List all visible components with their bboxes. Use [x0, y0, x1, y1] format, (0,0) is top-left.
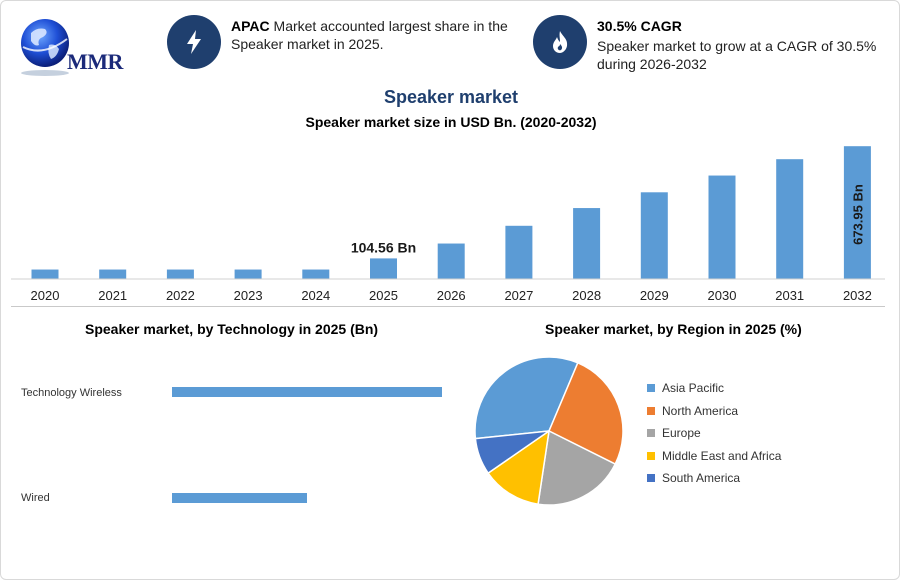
lightning-icon	[167, 15, 221, 69]
info-cagr-bold: 30.5% CAGR	[597, 18, 682, 34]
info-apac: APAC Market accounted largest share in t…	[231, 17, 521, 53]
info-cagr: 30.5% CAGR Speaker market to grow at a C…	[597, 17, 887, 73]
legend-label: Asia Pacific	[662, 381, 725, 396]
data-label-2032: 673.95 Bn	[850, 184, 865, 245]
globe-icon	[21, 19, 69, 76]
x-tick-2025: 2025	[369, 288, 398, 303]
technology-title: Speaker market, by Technology in 2025 (B…	[85, 321, 379, 337]
region-legend: Asia Pacific North America Europe Middle Ea…	[647, 377, 781, 490]
legend-label: Middle East and Africa	[662, 448, 782, 463]
bar-2026	[437, 243, 465, 279]
bar-2029	[640, 192, 668, 279]
legend-item-south-america: South America	[647, 467, 781, 490]
legend-swatch	[647, 429, 655, 438]
pie-slice-asia-pacific	[474, 356, 579, 440]
bar-2032	[843, 146, 871, 279]
x-tick-2028: 2028	[572, 288, 601, 303]
x-tick-2020: 2020	[31, 288, 60, 303]
bar-2025	[370, 258, 397, 279]
legend-item-asia-pacific: Asia Pacific	[647, 377, 781, 400]
x-tick-2026: 2026	[437, 288, 466, 303]
x-tick-2029: 2029	[640, 288, 669, 303]
x-tick-2024: 2024	[301, 288, 330, 303]
legend-swatch	[647, 451, 655, 460]
bar-2027	[505, 225, 533, 279]
x-tick-2023: 2023	[234, 288, 263, 303]
legend-item-middle-east-and-africa: Middle East and Africa	[647, 445, 781, 468]
region-pie-chart	[474, 356, 624, 506]
tech-bar-wireless	[172, 387, 442, 397]
data-label-2025: 104.56 Bn	[351, 239, 416, 255]
market-size-bar-chart: 2020 2021 2022 2023 2024 2025 2026 2027 2028 2029…	[11, 146, 885, 303]
legend-swatch	[647, 384, 655, 393]
bar-2031	[776, 159, 804, 279]
info-apac-bold: APAC	[231, 18, 270, 34]
x-tick-2031: 2031	[775, 288, 804, 303]
legend-item-north-america: North America	[647, 400, 781, 423]
legend-item-europe: Europe	[647, 422, 781, 445]
bar-2022	[166, 269, 194, 279]
pie-slice-south-america	[474, 430, 550, 475]
bar-2024	[302, 269, 330, 279]
bar-2023	[234, 269, 262, 279]
section-divider	[11, 306, 885, 307]
x-tick-2030: 2030	[708, 288, 737, 303]
mmr-logo: MMR	[15, 15, 145, 81]
info-apac-text: Market accounted largest share in the Sp…	[231, 18, 508, 52]
chart-subtitle: Speaker market size in USD Bn. (2020-203…	[305, 114, 597, 130]
legend-swatch	[647, 474, 655, 483]
legend-label: North America	[662, 403, 739, 418]
x-tick-2027: 2027	[504, 288, 533, 303]
tech-label-wireless: Technology Wireless	[21, 387, 122, 399]
legend-label: South America	[662, 471, 741, 486]
bar-2028	[573, 208, 601, 279]
pie-slice-europe	[537, 429, 617, 506]
page-title: Speaker market	[383, 87, 519, 107]
bar-2030	[708, 175, 736, 279]
logo-text: MMR	[67, 49, 123, 74]
bar-2020	[31, 269, 59, 279]
x-tick-2032: 2032	[843, 288, 872, 303]
pie-slice-middle-east-and-africa	[487, 429, 550, 506]
tech-bar-wired	[172, 493, 307, 503]
bar-2021	[99, 269, 127, 279]
tech-label-wired: Wired	[21, 492, 50, 504]
region-title: Speaker market, by Region in 2025 (%)	[545, 321, 802, 337]
pie-slice-north-america	[548, 361, 624, 466]
x-tick-2022: 2022	[166, 288, 195, 303]
flame-icon	[533, 15, 587, 69]
info-cagr-text: Speaker market to grow at a CAGR of 30.5…	[597, 38, 877, 72]
x-tick-2021: 2021	[98, 288, 127, 303]
legend-label: Europe	[662, 426, 701, 441]
legend-swatch	[647, 406, 655, 415]
